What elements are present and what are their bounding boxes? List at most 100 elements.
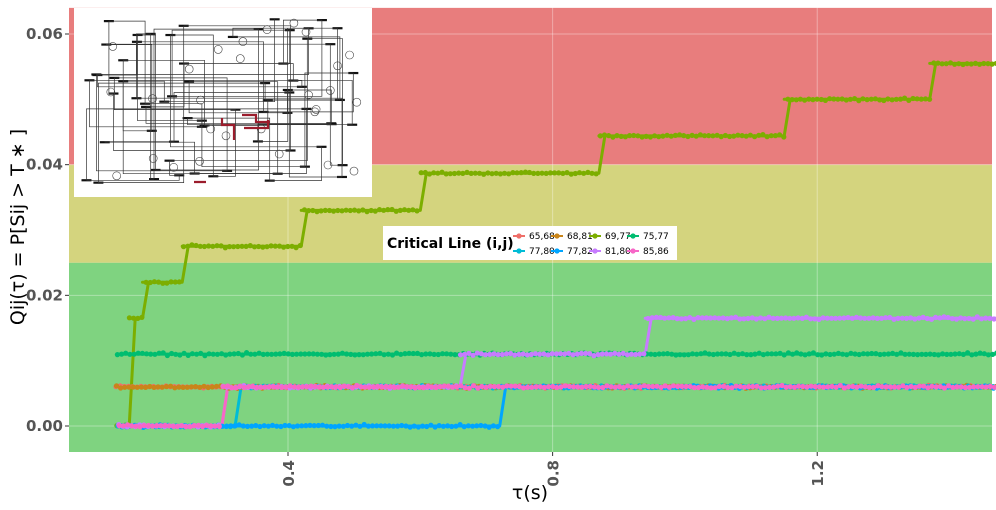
data-point (478, 422, 484, 429)
inset-generator (213, 45, 223, 54)
data-point (733, 314, 739, 320)
data-point (933, 384, 939, 390)
data-point (343, 207, 349, 213)
data-point (412, 385, 418, 391)
data-point (485, 170, 491, 176)
data-point (591, 384, 598, 390)
data-point (218, 243, 224, 249)
data-point (185, 243, 191, 249)
data-point (204, 422, 210, 428)
inset-wire (86, 108, 307, 181)
data-point (716, 383, 723, 389)
data-point (499, 351, 505, 358)
data-point (595, 384, 602, 390)
data-point (795, 315, 801, 321)
data-point (670, 315, 676, 321)
y-tick-label: 0.06 (26, 25, 63, 43)
data-point (712, 315, 718, 321)
data-point (411, 423, 417, 429)
inset-wire (267, 28, 338, 101)
data-point (539, 170, 545, 176)
data-point (658, 384, 664, 390)
data-point (868, 96, 874, 102)
legend-label: 77,82 (567, 247, 593, 257)
inset-wire (123, 59, 205, 126)
data-point (356, 208, 362, 214)
data-point (310, 351, 316, 357)
data-point (449, 423, 455, 430)
data-point (335, 351, 341, 357)
data-point (916, 315, 922, 321)
data-point (145, 422, 151, 429)
inset-generator (148, 94, 157, 103)
data-point (323, 352, 329, 358)
data-point (797, 96, 804, 102)
inset-generator (274, 149, 284, 159)
data-point (950, 384, 956, 390)
data-point (228, 423, 234, 429)
legend-key-point (554, 248, 560, 254)
data-point (981, 60, 987, 67)
data-point (966, 315, 972, 322)
data-point (491, 384, 497, 390)
data-point (395, 423, 401, 429)
data-point (769, 351, 775, 357)
data-point (306, 208, 312, 214)
data-point (685, 352, 692, 358)
data-point (829, 383, 835, 390)
data-point (318, 208, 324, 214)
inset-wire (146, 63, 185, 108)
data-point (390, 423, 396, 429)
data-point (635, 133, 641, 139)
inset-wire (155, 29, 259, 171)
data-point (658, 314, 664, 321)
inset-generator (311, 105, 321, 114)
data-point (669, 351, 675, 357)
inset-wire (136, 33, 151, 99)
data-point (853, 314, 860, 320)
data-point (624, 352, 630, 358)
data-point (489, 171, 495, 177)
data-point (727, 351, 733, 358)
data-point (293, 245, 299, 251)
data-point (372, 208, 378, 214)
data-point (990, 351, 996, 357)
data-point (344, 422, 351, 429)
data-point (547, 170, 554, 176)
inset-generator (349, 166, 359, 176)
data-point (416, 384, 422, 390)
data-point (948, 351, 954, 357)
data-point (710, 351, 717, 358)
data-point (812, 384, 818, 390)
data-point (231, 244, 237, 250)
data-point (895, 315, 901, 321)
inset-wire (172, 20, 323, 97)
inset-wire (104, 141, 174, 143)
data-point (206, 243, 212, 249)
data-point (373, 351, 379, 357)
data-point (487, 351, 493, 357)
data-point (881, 351, 887, 357)
data-point (987, 383, 993, 389)
inset-generator (148, 154, 158, 163)
data-point (481, 171, 487, 177)
inset-wire (150, 33, 154, 180)
data-point (322, 207, 328, 213)
data-point (935, 352, 942, 358)
data-point (232, 423, 238, 429)
data-point (749, 315, 755, 321)
data-point (668, 133, 674, 139)
data-point (379, 384, 385, 390)
data-point (587, 351, 593, 357)
data-point (814, 96, 820, 102)
data-point (706, 351, 712, 357)
data-point (295, 384, 302, 390)
data-point (482, 423, 488, 429)
data-point (325, 384, 331, 390)
data-point (545, 384, 552, 390)
data-point (729, 385, 735, 391)
data-point (376, 207, 383, 213)
data-point (902, 351, 908, 357)
data-point (877, 97, 883, 103)
inset-wire (96, 28, 309, 75)
